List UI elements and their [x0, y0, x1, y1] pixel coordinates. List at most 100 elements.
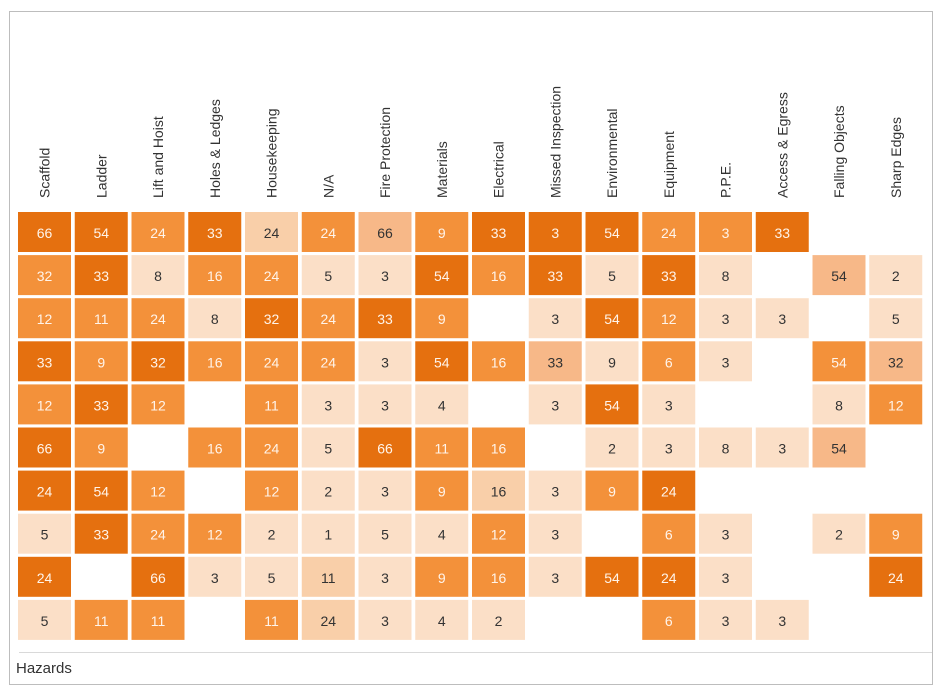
cell-label: 3 — [778, 613, 786, 629]
heatmap-cell — [358, 341, 412, 382]
cell-label: 2 — [608, 441, 616, 457]
heatmap-cell — [188, 255, 242, 296]
heatmap-cell — [585, 212, 639, 252]
cell-label: 9 — [97, 354, 105, 370]
heatmap-cell — [642, 556, 696, 597]
heatmap-cell — [642, 341, 696, 382]
heatmap-cell — [358, 427, 412, 468]
heatmap-cell — [869, 384, 923, 425]
cell-label: 12 — [150, 484, 166, 500]
heatmap-cell — [869, 255, 923, 296]
heatmap-cell — [415, 212, 469, 252]
heatmap-cell — [642, 384, 696, 425]
heatmap-cell — [245, 384, 298, 425]
heatmap-cell — [74, 513, 128, 554]
cell-label: 11 — [264, 613, 279, 629]
column-header: Environmental — [604, 109, 620, 199]
heatmap-cell — [18, 341, 71, 382]
heatmap-cell — [188, 341, 242, 382]
heatmap-cell — [18, 384, 71, 425]
heatmap-cell — [301, 470, 355, 511]
cell-label: 3 — [381, 354, 389, 370]
heatmap-cell — [301, 341, 355, 382]
cell-label: 8 — [211, 311, 219, 327]
heatmap-chart: Scaffold Ladder Lift and Hoist Holes & Ledg… — [18, 86, 923, 640]
cell-label: 33 — [207, 225, 223, 241]
cell-label: 2 — [835, 527, 843, 543]
cell-label: 5 — [324, 268, 332, 284]
cell-label: 11 — [94, 613, 109, 629]
heatmap-cell — [699, 341, 752, 382]
heatmap-cell — [642, 513, 696, 554]
cell-label: 24 — [264, 268, 280, 284]
cell-label: 24 — [320, 613, 336, 629]
column-header: Equipment — [661, 131, 677, 198]
heatmap-cell — [415, 341, 469, 382]
column-header: Electrical — [491, 141, 507, 198]
cell-label: 4 — [438, 527, 446, 543]
heatmap-cell — [415, 427, 469, 468]
cell-label: 9 — [892, 527, 900, 543]
cell-label: 24 — [320, 311, 336, 327]
cell-label: 3 — [381, 613, 389, 629]
cell-label: 33 — [37, 354, 53, 370]
cell-label: 12 — [888, 397, 904, 413]
heatmap-cell — [472, 341, 525, 382]
heatmap-cell — [301, 255, 355, 296]
heatmap-cell — [245, 341, 298, 382]
heatmap-cell — [755, 427, 809, 468]
heatmap-cell — [755, 212, 809, 252]
heatmap-cell — [528, 212, 582, 252]
cell-label: 3 — [722, 311, 730, 327]
heatmap-cell — [245, 255, 298, 296]
cell-label: 3 — [324, 397, 332, 413]
heatmap-cell — [755, 599, 809, 640]
cell-label: 3 — [551, 397, 559, 413]
heatmap-cell — [642, 470, 696, 511]
cell-label: 11 — [264, 397, 279, 413]
cell-label: 3 — [665, 441, 673, 457]
cell-label: 12 — [37, 397, 53, 413]
heatmap-cell — [415, 556, 469, 597]
cell-label: 24 — [264, 225, 280, 241]
heatmap-cell — [415, 513, 469, 554]
heatmap-cell — [415, 255, 469, 296]
cell-label: 3 — [722, 225, 730, 241]
cell-label: 54 — [604, 570, 620, 586]
heatmap-cell — [245, 599, 298, 640]
cell-label: 3 — [722, 570, 730, 586]
column-header: Falling Objects — [831, 105, 847, 198]
heatmap-cell — [699, 298, 752, 339]
heatmap-cell — [188, 212, 242, 252]
cell-label: 6 — [665, 613, 673, 629]
cell-label: 66 — [377, 225, 393, 241]
cell-label: 5 — [324, 441, 332, 457]
heatmap-cell — [18, 556, 71, 597]
cell-label: 3 — [381, 268, 389, 284]
heatmap-cell — [642, 427, 696, 468]
heatmap-cell — [245, 298, 298, 339]
heatmap-cell — [245, 556, 298, 597]
heatmap-cell — [642, 255, 696, 296]
cell-label: 33 — [377, 311, 393, 327]
cell-label: 3 — [778, 311, 786, 327]
heatmap-cell — [188, 298, 242, 339]
cell-label: 3 — [381, 484, 389, 500]
cell-label: 24 — [320, 354, 336, 370]
heatmap-cell — [472, 470, 525, 511]
cell-label: 3 — [722, 613, 730, 629]
cell-label: 33 — [93, 268, 109, 284]
column-header: Lift and Hoist — [150, 116, 166, 198]
cell-label: 6 — [665, 354, 673, 370]
cell-label: 3 — [381, 570, 389, 586]
cell-label: 24 — [150, 311, 166, 327]
heatmap-cell — [358, 513, 412, 554]
heatmap-cell — [358, 212, 412, 252]
cell-label: 3 — [551, 527, 559, 543]
cell-label: 32 — [150, 354, 166, 370]
cell-label: 9 — [438, 570, 446, 586]
column-header: Ladder — [93, 154, 109, 198]
cell-label: 54 — [434, 268, 450, 284]
cell-label: 54 — [604, 397, 620, 413]
heatmap-cell — [585, 298, 639, 339]
